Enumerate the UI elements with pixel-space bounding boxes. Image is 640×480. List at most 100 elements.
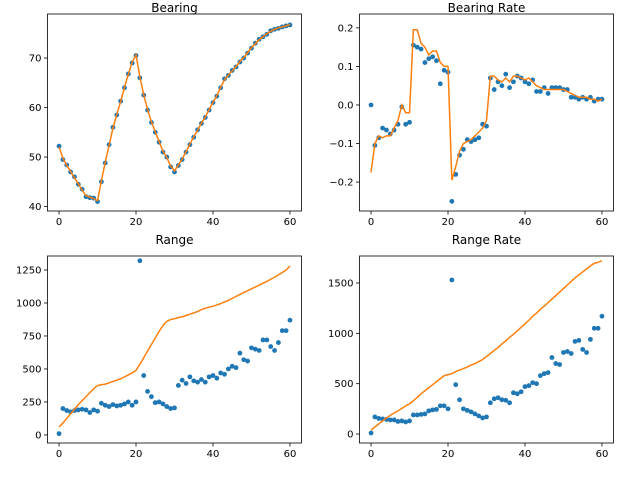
measurement-point <box>407 119 412 125</box>
y-tick-label: 50 <box>29 153 42 164</box>
x-tick-label: 20 <box>130 449 143 460</box>
measurement-point <box>564 349 570 354</box>
x-tick-label: 0 <box>368 217 374 228</box>
measurement-point <box>122 401 127 407</box>
estimate-line <box>58 265 291 428</box>
measurement-point <box>133 399 139 405</box>
measurement-point <box>484 123 489 129</box>
x-tick-label: 60 <box>596 449 609 460</box>
measurement-point <box>514 391 520 397</box>
measurement-point <box>268 344 274 349</box>
measurement-point <box>276 340 281 345</box>
y-tick-label: 500 <box>22 364 41 375</box>
measurement-point <box>507 400 512 406</box>
measurement-point <box>206 374 212 380</box>
subplot-title: Bearing <box>151 1 197 15</box>
y-tick-label: 0 <box>347 430 353 441</box>
measurement-point <box>572 338 578 344</box>
measurement-point <box>472 137 478 143</box>
measurement-point <box>422 411 428 417</box>
measurement-point <box>249 345 254 351</box>
measurement-point <box>137 258 143 264</box>
measurement-point <box>95 408 100 414</box>
measurement-point <box>430 407 436 413</box>
subplot-title: Range Rate <box>452 233 521 247</box>
measurement-point <box>484 414 489 420</box>
measurement-point <box>384 127 389 133</box>
y-tick-label: 500 <box>334 379 353 390</box>
measurement-point <box>183 381 189 386</box>
measurement-point <box>491 87 497 92</box>
y-tick-label: 750 <box>22 331 41 342</box>
measurement-point <box>252 346 258 352</box>
measurement-point <box>511 79 516 85</box>
measurement-point <box>584 350 589 355</box>
measurement-point <box>118 402 124 408</box>
measurement-point <box>179 377 185 383</box>
measurement-point <box>457 397 462 403</box>
measurement-point <box>511 390 516 396</box>
axes-frame <box>47 13 302 212</box>
x-tick-label: 40 <box>519 217 532 228</box>
measurement-point <box>591 325 597 331</box>
measurement-point <box>91 407 97 413</box>
measurement-point <box>229 363 235 369</box>
measurement-point <box>210 373 216 378</box>
y-tick-label: 0.0 <box>338 100 354 111</box>
x-tick-label: 40 <box>207 449 220 460</box>
measurement-point <box>368 102 374 108</box>
measurement-point <box>499 83 505 89</box>
measurement-point <box>64 408 70 413</box>
measurement-point <box>522 79 528 85</box>
measurement-point <box>464 407 470 413</box>
subplot: Range Rate 0 20 40 60 0 500 1000 1500 <box>328 233 614 460</box>
measurement-point <box>233 365 239 371</box>
y-tick-label: 1500 <box>328 278 353 289</box>
measurement-point <box>214 375 220 381</box>
measurement-point <box>125 399 131 405</box>
measurement-point <box>403 419 409 425</box>
measurement-point <box>279 328 285 334</box>
measurement-point <box>225 366 231 372</box>
measurement-point <box>553 361 559 366</box>
measurement-point <box>480 415 486 421</box>
y-tick-label: 0.2 <box>338 23 354 34</box>
measurement-point <box>434 406 439 412</box>
x-tick-label: 0 <box>56 449 62 460</box>
measurement-point <box>576 337 582 343</box>
measurement-point <box>522 384 528 390</box>
y-tick-label: 60 <box>29 103 42 114</box>
measurement-point <box>557 362 563 367</box>
measurement-point <box>222 371 227 377</box>
measurement-point <box>453 382 459 388</box>
measurement-point <box>152 400 158 406</box>
measurement-point <box>468 409 474 415</box>
measurement-point <box>537 89 543 94</box>
x-tick-label: 40 <box>207 217 220 228</box>
measurement-point <box>202 379 208 385</box>
measurement-point <box>410 412 416 418</box>
y-tick-label: 70 <box>29 54 42 65</box>
measurement-point <box>441 403 447 409</box>
y-tick-label: 0.1 <box>338 62 354 73</box>
measurement-point <box>56 431 62 437</box>
measurement-point <box>426 56 432 62</box>
x-tick-label: 20 <box>442 217 455 228</box>
measurement-point <box>175 383 181 388</box>
measurement-point <box>156 399 162 405</box>
measurement-point <box>599 313 605 319</box>
measurement-point <box>376 416 382 421</box>
measurement-point <box>441 67 447 73</box>
measurement-point <box>283 328 289 334</box>
measurement-point <box>545 370 551 376</box>
measurement-point <box>187 374 193 380</box>
x-tick-label: 0 <box>56 217 62 228</box>
measurement-point <box>260 337 266 343</box>
measurement-point <box>245 358 251 364</box>
measurement-point <box>264 337 270 343</box>
measurement-point <box>218 370 224 376</box>
subplot-title: Range <box>155 233 193 247</box>
subplot: Bearing Rate 0 20 40 60 −0.2 −0.1 0.0 0.1 0.2 <box>329 1 614 228</box>
measurement-point <box>114 403 120 409</box>
measurement-point <box>403 121 409 127</box>
